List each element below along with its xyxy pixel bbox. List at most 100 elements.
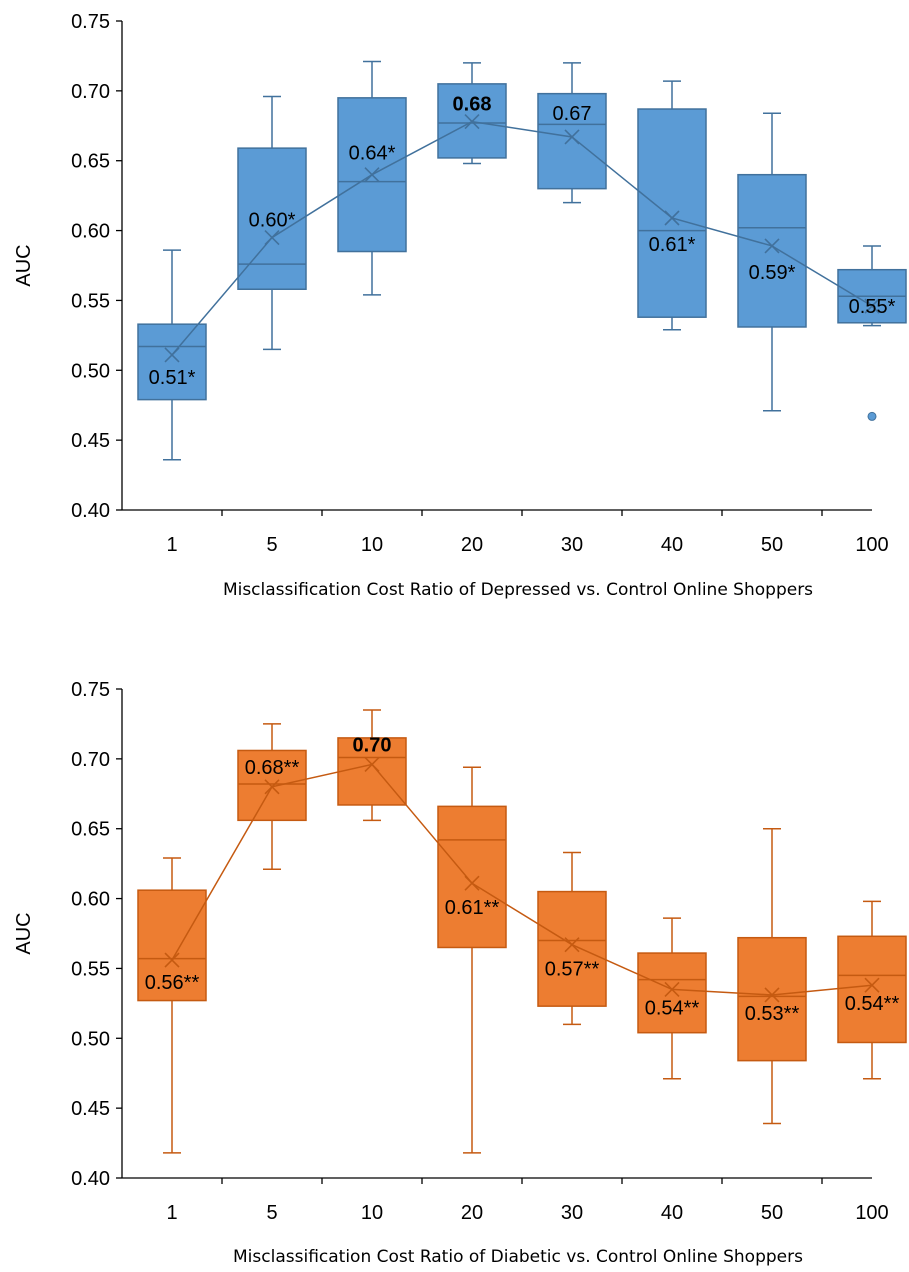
x-tick-label: 20	[461, 1202, 483, 1224]
data-label: 0.51*	[149, 367, 196, 389]
mean-marker-stroke	[264, 229, 280, 246]
mean-marker	[364, 167, 380, 183]
y-tick-label: 0.60	[71, 889, 110, 911]
y-axis-title: AUC	[13, 244, 35, 286]
y-tick-label: 0.40	[71, 1168, 110, 1190]
x-tick-label: 40	[661, 1202, 683, 1224]
data-label: 0.56**	[145, 972, 200, 994]
box-40	[637, 917, 707, 1080]
mean-marker-stroke	[164, 952, 180, 968]
mean-marker	[664, 210, 680, 226]
iqr-box	[837, 935, 907, 1044]
mean-marker	[464, 114, 480, 130]
y-tick-label: 0.45	[71, 1098, 110, 1120]
y-tick-label: 0.65	[71, 151, 110, 173]
mean-trend-line	[171, 763, 873, 996]
mean-marker-stroke	[464, 875, 480, 891]
iqr-box	[637, 952, 707, 1034]
data-label: 0.61**	[445, 897, 500, 919]
box-50	[737, 112, 807, 412]
y-axis-title: AUC	[13, 912, 35, 954]
iqr-box	[237, 749, 307, 822]
iqr-box	[237, 147, 307, 291]
mean-marker-stroke	[664, 981, 680, 997]
mean-marker-stroke	[364, 167, 380, 183]
mean-marker	[664, 981, 680, 997]
box-20	[437, 766, 507, 1154]
x-tick-label: 5	[266, 1202, 277, 1224]
mean-marker-stroke	[164, 347, 180, 363]
x-tick-label: 100	[855, 1202, 888, 1224]
data-label: 0.54**	[845, 993, 900, 1015]
mean-marker-stroke	[664, 210, 680, 226]
iqr-box	[437, 805, 507, 949]
y-tick-label: 0.40	[71, 500, 110, 522]
mean-marker	[264, 229, 280, 246]
mean-marker-stroke	[564, 937, 580, 953]
data-label: 0.53**	[745, 1003, 800, 1025]
iqr-box	[537, 92, 607, 190]
data-label: 0.61*	[649, 234, 696, 256]
y-tick-label: 0.75	[71, 679, 110, 701]
mean-trend-line	[171, 120, 873, 356]
y-tick-label: 0.50	[71, 360, 110, 382]
x-tick-label: 40	[661, 534, 683, 556]
box-5	[237, 723, 307, 870]
iqr-box	[637, 108, 707, 318]
mean-marker	[264, 779, 280, 795]
x-tick-label: 50	[761, 534, 783, 556]
x-tick-label: 50	[761, 1202, 783, 1224]
mean-marker	[764, 987, 780, 1003]
mean-marker	[764, 238, 780, 254]
mean-marker-stroke	[764, 987, 780, 1003]
data-label: 0.54**	[645, 997, 700, 1019]
data-label: 0.55*	[849, 296, 896, 318]
x-tick-label: 20	[461, 534, 483, 556]
mean-marker-stroke	[864, 977, 880, 993]
x-tick-label: 1	[166, 534, 177, 556]
box-10	[337, 60, 407, 296]
mean-marker	[164, 952, 180, 968]
y-tick-label: 0.45	[71, 430, 110, 452]
y-tick-label: 0.75	[71, 11, 110, 33]
x-tick-label: 10	[361, 1202, 383, 1224]
iqr-box	[737, 173, 807, 328]
mean-marker-stroke	[264, 779, 280, 795]
box-100	[837, 900, 907, 1080]
box-1	[137, 857, 207, 1154]
mean-marker-stroke	[464, 114, 480, 130]
x-tick-label: 5	[266, 534, 277, 556]
x-tick-label: 100	[855, 534, 888, 556]
data-label: 0.64*	[349, 143, 396, 165]
mean-marker-stroke	[364, 756, 380, 773]
mean-marker	[364, 756, 380, 773]
mean-marker	[864, 977, 880, 993]
data-label: 0.57**	[545, 959, 600, 981]
x-tick-label: 10	[361, 534, 383, 556]
data-label: 0.70	[353, 734, 392, 756]
iqr-box	[737, 936, 807, 1062]
mean-marker-stroke	[764, 238, 780, 254]
box-50	[737, 827, 807, 1125]
data-label: 0.60*	[249, 210, 296, 232]
mean-marker	[864, 298, 880, 314]
box-5	[237, 95, 307, 351]
outlier-point	[867, 411, 877, 421]
mean-marker	[164, 347, 180, 363]
y-tick-label: 0.60	[71, 221, 110, 243]
y-tick-label: 0.70	[71, 81, 110, 103]
y-tick-label: 0.65	[71, 819, 110, 841]
mean-marker	[464, 875, 480, 891]
y-tick-label: 0.50	[71, 1028, 110, 1050]
box-30	[537, 62, 607, 204]
mean-marker-stroke	[564, 129, 580, 145]
y-tick-label: 0.55	[71, 958, 110, 980]
iqr-box	[137, 889, 207, 1002]
iqr-box	[537, 890, 607, 1007]
mean-marker-stroke	[864, 298, 880, 314]
chart-panel-1: 0.40 0.45 0.50 0.55 0.60 0.65 0.70 0.75 1 5 10 20 30…	[13, 11, 907, 600]
chart-panel-2: 0.40 0.45 0.50 0.55 0.60 0.65 0.70 0.75 1 5 10 20 30…	[13, 679, 907, 1267]
data-label: 0.68**	[245, 757, 300, 779]
box-100	[837, 245, 907, 421]
